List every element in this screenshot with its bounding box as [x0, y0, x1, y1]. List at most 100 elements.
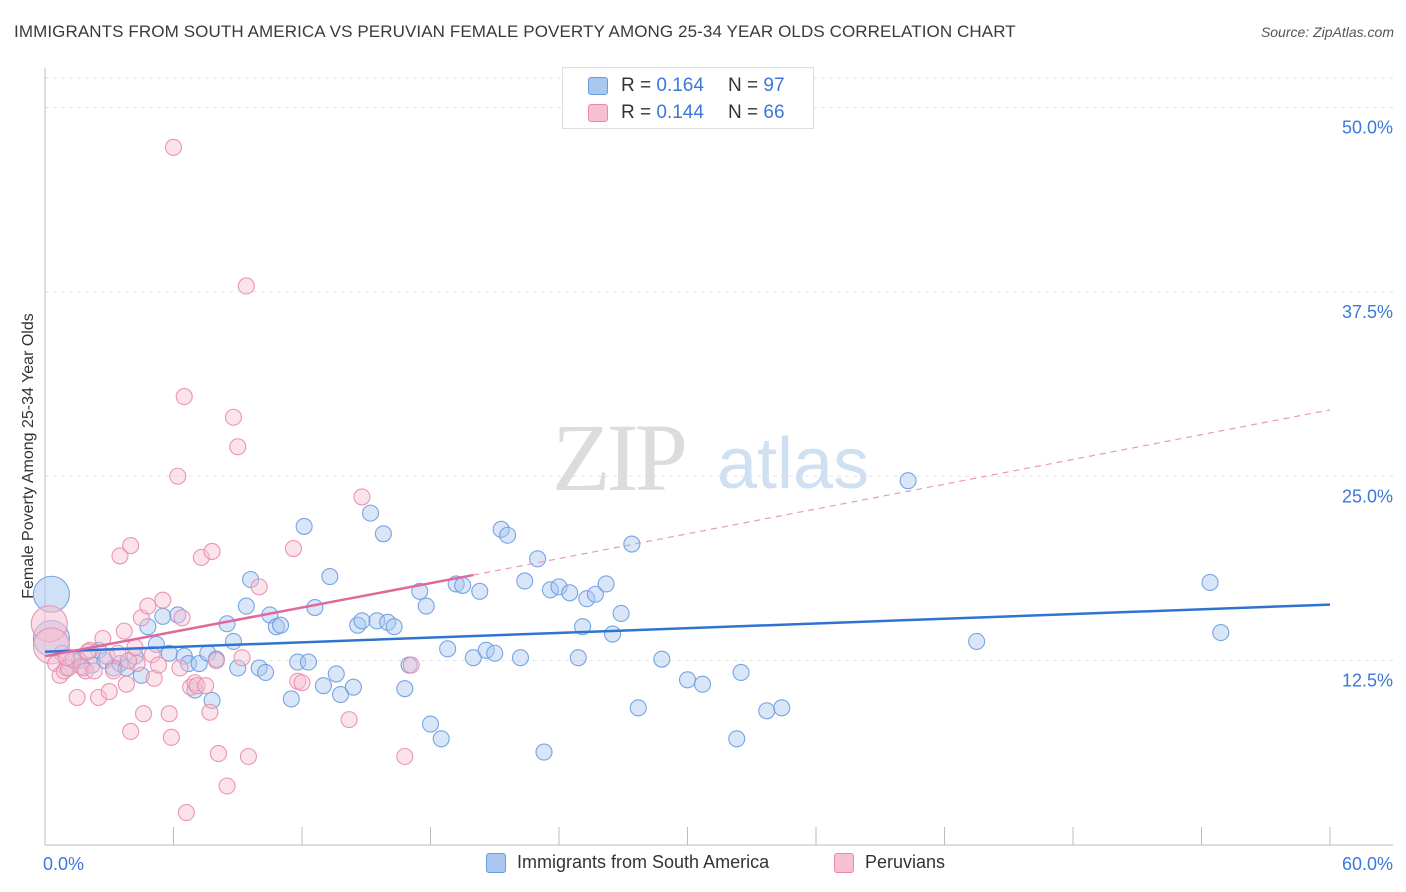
point-immigrants [758, 702, 776, 720]
point-peruvians [134, 705, 153, 723]
point-peruvians [122, 722, 140, 740]
point-immigrants [464, 649, 482, 667]
point-immigrants [550, 578, 568, 596]
point-immigrants [242, 570, 260, 589]
point-peruvians [171, 659, 189, 677]
point-peruvians [293, 674, 311, 692]
point-peruvians [164, 138, 183, 156]
point-peruvians [192, 548, 210, 566]
point-immigrants [331, 685, 350, 704]
point-immigrants [439, 640, 457, 658]
r-label: R = [621, 102, 657, 123]
legend-swatch-peruvians [834, 853, 854, 873]
point-peruvians [233, 649, 251, 667]
watermark: ZIP atlas [552, 404, 869, 511]
tick-labels: 12.5% 25.0% 37.5% 50.0% 0.0% 60.0% [43, 118, 1393, 875]
source-label: Source: ZipAtlas.com [1260, 24, 1394, 40]
point-immigrants [139, 618, 157, 636]
point-peruvians [173, 609, 191, 627]
series-peruvians-points [30, 138, 420, 822]
n-value-immigrants: 97 [763, 75, 785, 96]
point-peruvians [149, 656, 168, 674]
point-immigrants [411, 582, 429, 600]
point-immigrants [353, 612, 371, 630]
legend-label-peruvians: Peruvians [865, 852, 946, 872]
x-tick-label: 0.0% [43, 854, 84, 874]
point-immigrants [968, 632, 986, 651]
point-peruvians [162, 728, 180, 746]
point-peruvians [60, 659, 78, 677]
point-peruvians [111, 547, 129, 565]
axes [44, 68, 1393, 846]
y-tick-label: 12.5% [1342, 671, 1393, 691]
point-immigrants [653, 650, 671, 668]
point-peruvians [122, 537, 140, 555]
point-immigrants [272, 616, 290, 634]
point-peruvians [77, 662, 95, 680]
point-immigrants [295, 517, 313, 535]
legend-swatch-peruvians [588, 104, 608, 122]
point-peruvians [154, 591, 172, 609]
point-peruvians [250, 578, 268, 596]
point-peruvians [117, 675, 135, 693]
point-peruvians [85, 662, 103, 680]
y-tick-label: 37.5% [1342, 302, 1393, 322]
point-peruvians [396, 747, 414, 766]
point-peruvians [177, 803, 195, 822]
point-immigrants [578, 590, 596, 608]
legend-label-immigrants: Immigrants from South America [517, 852, 770, 872]
legend-swatch-immigrants [588, 77, 608, 95]
point-immigrants [603, 625, 622, 643]
y-tick-label: 50.0% [1342, 118, 1393, 138]
trend-lines [44, 409, 1331, 658]
point-immigrants [282, 690, 300, 708]
point-peruvians [32, 627, 70, 665]
point-peruvians [169, 467, 187, 485]
point-peruvians [402, 656, 420, 674]
point-peruvians [207, 652, 225, 670]
point-immigrants [529, 550, 547, 568]
point-immigrants [773, 699, 791, 717]
point-immigrants [597, 575, 615, 593]
chart-title: IMMIGRANTS FROM SOUTH AMERICA VS PERUVIA… [14, 22, 1016, 41]
watermark-atlas: atlas [717, 424, 869, 504]
point-peruvians [239, 747, 258, 766]
trend-extension-peruvians [473, 409, 1331, 576]
x-tick-label: 60.0% [1342, 854, 1393, 874]
r-label: R = [621, 75, 657, 96]
point-peruvians [353, 488, 371, 506]
point-immigrants [678, 671, 697, 689]
point-peruvians [284, 539, 302, 558]
point-peruvians [98, 647, 116, 665]
point-peruvians [89, 688, 108, 707]
watermark-zip: ZIP [552, 404, 685, 511]
point-peruvians [340, 711, 358, 729]
point-immigrants [629, 699, 647, 717]
point-peruvians [218, 777, 236, 795]
point-immigrants [344, 678, 362, 696]
point-immigrants [693, 675, 712, 693]
point-immigrants [421, 715, 440, 733]
point-peruvians [224, 408, 243, 426]
point-immigrants [899, 472, 917, 490]
point-peruvians [197, 677, 215, 695]
point-peruvians [229, 438, 247, 456]
point-immigrants [499, 526, 517, 544]
point-immigrants [237, 597, 255, 615]
point-peruvians [186, 674, 204, 692]
point-peruvians [237, 277, 255, 295]
point-immigrants [516, 572, 534, 590]
point-immigrants [224, 632, 243, 651]
trend-line-immigrants [44, 603, 1331, 654]
r-value-immigrants: 0.164 [656, 75, 704, 96]
stats-legend: R = 0.164 N = 97 R = 0.144 N = 66 [562, 67, 814, 129]
point-immigrants [612, 604, 630, 622]
point-immigrants [492, 520, 510, 538]
point-immigrants [327, 665, 345, 683]
y-tick-label: 25.0% [1342, 486, 1393, 506]
point-immigrants [623, 535, 641, 553]
point-immigrants [732, 663, 750, 681]
point-peruvians [100, 683, 118, 701]
point-immigrants [1201, 573, 1219, 592]
